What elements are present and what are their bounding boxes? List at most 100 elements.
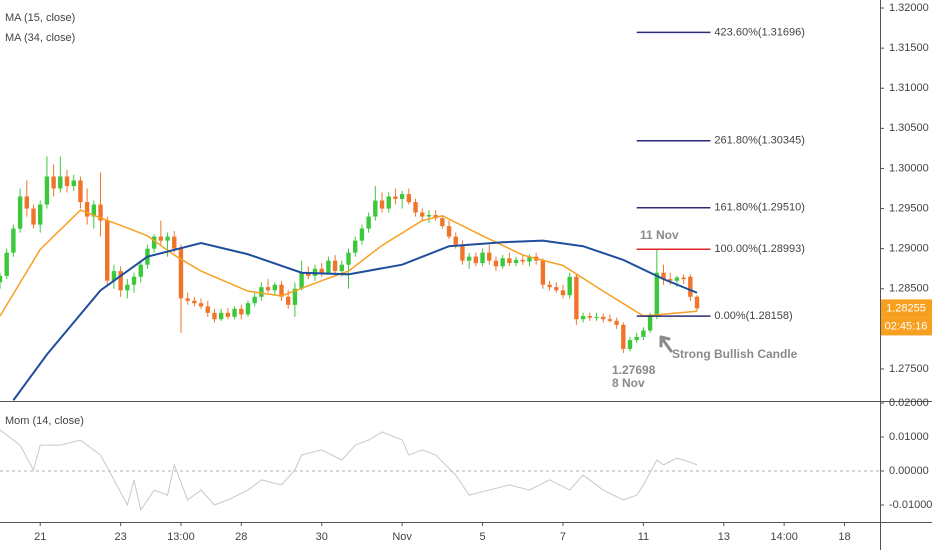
candle-body — [594, 316, 599, 318]
candle-body — [493, 260, 499, 267]
candle-body — [299, 272, 304, 289]
candle-body — [285, 296, 291, 305]
candle-body — [580, 316, 586, 320]
candle-body — [245, 303, 251, 315]
candle-body — [232, 308, 237, 317]
moving-average-line — [0, 209, 698, 317]
candle-body — [607, 319, 613, 321]
candle-body — [158, 236, 164, 241]
candle-body — [165, 236, 170, 241]
candle-body — [487, 252, 492, 261]
candle-body — [265, 287, 271, 291]
candle-body — [366, 216, 371, 229]
fib-level-label: 423.60%(1.31696) — [714, 26, 805, 38]
candle-body — [359, 228, 365, 241]
candle-body — [272, 284, 277, 291]
candle-body — [326, 260, 331, 273]
candle-body — [420, 212, 425, 217]
candle-body — [554, 287, 559, 291]
candle-body — [480, 252, 485, 264]
candle-body — [661, 272, 666, 280]
candle-body — [353, 240, 358, 253]
x-tick-label: Nov — [392, 531, 412, 543]
candle-body — [373, 200, 378, 217]
annotation-candle: Strong Bullish Candle — [672, 347, 798, 361]
x-tick-label: 28 — [235, 531, 247, 543]
candle-body — [446, 226, 452, 237]
candle-body — [540, 260, 546, 285]
candle-body — [674, 277, 680, 281]
candle-body — [406, 194, 412, 203]
x-tick-label: 30 — [316, 531, 328, 543]
last-price-box — [881, 299, 932, 318]
candle-body — [38, 204, 43, 225]
annotation-date: 11 Nov — [640, 228, 679, 242]
candle-body — [426, 214, 432, 217]
candle-body — [71, 180, 76, 187]
candle-body — [527, 256, 532, 262]
candle-body — [346, 252, 351, 265]
candle-body — [339, 264, 345, 272]
candle-body — [319, 268, 324, 273]
candle-body — [31, 208, 36, 225]
fib-level-label: 261.80%(1.30345) — [714, 135, 805, 147]
candle-body — [306, 272, 311, 276]
candle-body — [513, 259, 519, 264]
candle-body — [500, 258, 505, 267]
candle-body — [105, 220, 110, 281]
candle-body — [600, 316, 606, 320]
candle-body — [641, 330, 646, 337]
candle-body — [393, 196, 398, 199]
candle-body — [473, 256, 479, 264]
y-tick-label: 1.31000 — [889, 82, 929, 94]
x-tick-label: 11 — [638, 531, 649, 543]
candle-body — [91, 204, 97, 217]
annotation-low-price: 1.27698 — [612, 363, 656, 377]
y-tick-label: 1.28500 — [889, 283, 929, 295]
countdown-box — [881, 317, 932, 336]
candle-body — [192, 300, 197, 304]
candle-body — [466, 256, 472, 261]
y-tick-label: 1.29000 — [889, 243, 929, 255]
x-tick-label: 13:00 — [167, 531, 195, 543]
candle-body — [681, 277, 686, 280]
candle-body — [453, 236, 458, 245]
candle-body — [688, 276, 693, 297]
candle-body — [460, 244, 465, 261]
candle-body — [111, 271, 117, 281]
candle-body — [44, 176, 50, 205]
y-tick-label: 1.30500 — [889, 122, 929, 134]
candle-body — [78, 180, 83, 203]
candle-body — [614, 320, 619, 325]
mom-y-tick-label: 0.02000 — [889, 397, 929, 409]
candle-body — [386, 196, 391, 209]
mom-y-tick-label: -0.01000 — [889, 499, 932, 511]
candle-body — [252, 296, 257, 304]
candle-body — [621, 324, 626, 349]
candle-body — [627, 340, 633, 349]
x-tick-label: 18 — [838, 531, 850, 543]
candle-body — [118, 271, 123, 291]
candle-body — [11, 228, 16, 253]
candle-body — [292, 288, 298, 305]
candle-body — [98, 204, 103, 221]
candle-body — [205, 306, 210, 313]
candle-body — [125, 284, 130, 291]
candle-body — [440, 218, 445, 227]
last-price-label: 1.28255 — [886, 302, 926, 314]
y-tick-label: 1.31500 — [889, 42, 929, 54]
candle-body — [24, 196, 30, 209]
candle-body — [433, 214, 438, 219]
candle-body — [212, 312, 217, 320]
candle-body — [17, 196, 23, 229]
legend-ma15: MA (15, close) — [5, 12, 75, 24]
x-tick-label: 13 — [718, 531, 730, 543]
candle-body — [259, 287, 264, 297]
candle-body — [131, 276, 137, 285]
candle-body — [379, 200, 385, 209]
x-tick-label: 5 — [479, 531, 485, 543]
candle-body — [4, 252, 9, 276]
mom-y-tick-label: 0.01000 — [889, 431, 929, 443]
